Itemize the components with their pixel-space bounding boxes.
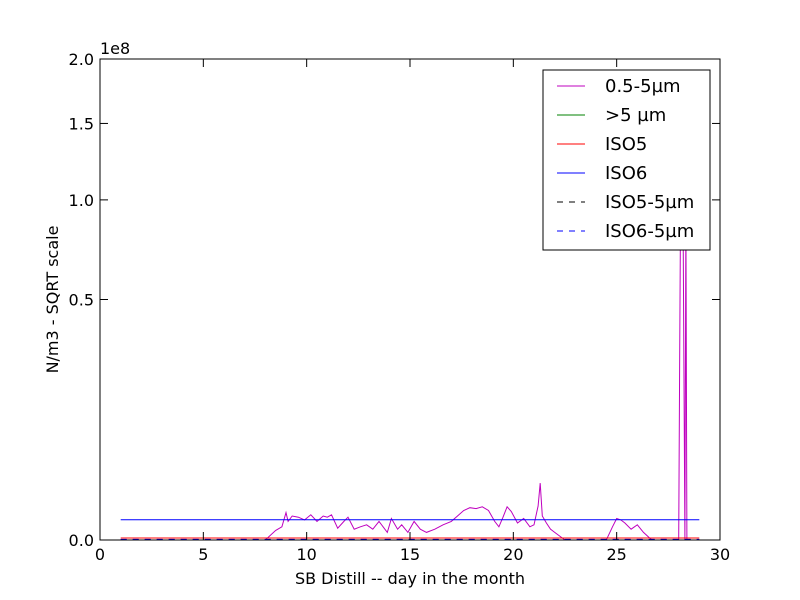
- legend-label-0: 0.5-5µm: [605, 76, 681, 97]
- y-tick-label: 1.0: [69, 191, 94, 210]
- y-tick-label: 1.5: [69, 114, 94, 133]
- y-axis-label: N/m3 - SQRT scale: [43, 226, 62, 374]
- legend-label-2: ISO5: [605, 134, 647, 155]
- legend-label-3: ISO6: [605, 163, 647, 184]
- series-line-0: [120, 167, 700, 541]
- x-tick-label: 0: [95, 545, 105, 564]
- y-tick-label: 0.5: [69, 291, 94, 310]
- x-tick-label: 10: [296, 545, 316, 564]
- legend-box: [542, 69, 711, 251]
- legend-label-1: >5 µm: [605, 105, 666, 126]
- x-tick-label: 5: [198, 545, 208, 564]
- x-tick-label: 25: [606, 545, 626, 564]
- x-tick-label: 30: [710, 545, 730, 564]
- y-tick-label: 2.0: [69, 50, 94, 69]
- y-tick-label: 0.0: [69, 531, 94, 550]
- y-axis-offset-label: 1e8: [100, 39, 130, 58]
- x-axis-label: SB Distill -- day in the month: [295, 569, 525, 588]
- x-tick-label: 15: [400, 545, 420, 564]
- x-tick-label: 20: [503, 545, 523, 564]
- legend-label-5: ISO6-5µm: [605, 221, 694, 242]
- axis-ticks-layer: 0 5 10 15 20 25 30 0.0 0.5 1.0 1.5 2.0: [69, 50, 731, 564]
- legend-label-4: ISO5-5µm: [605, 192, 694, 213]
- legend: 0.5-5µm >5 µm ISO5 ISO6 ISO5-5µm ISO6-5µm: [542, 69, 711, 251]
